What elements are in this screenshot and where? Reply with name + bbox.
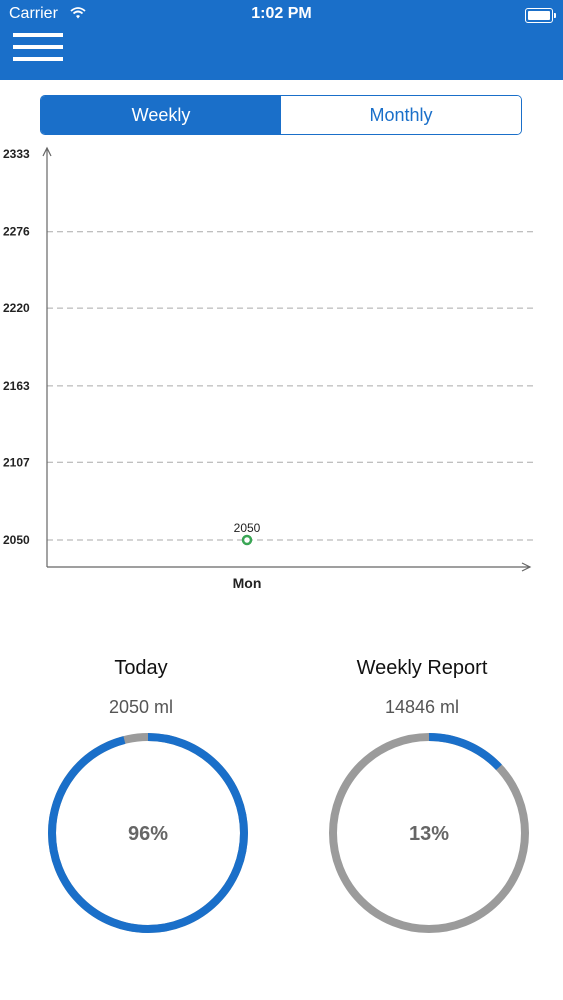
- status-bar: Carrier 1:02 PM: [0, 0, 563, 30]
- y-tick-label: 2276: [3, 225, 30, 239]
- carrier-label: Carrier: [9, 5, 58, 22]
- weekly-progress-ring: 13%: [329, 733, 529, 933]
- hamburger-menu-icon[interactable]: [13, 33, 63, 63]
- y-tick-label: 2163: [3, 379, 30, 393]
- today-progress-ring: 96%: [48, 733, 248, 933]
- y-tick-label: 2333: [3, 147, 30, 161]
- intake-line-chart: 2050 2107 2163 2220 2276 2333 Mon 2050: [3, 146, 535, 591]
- y-axis-arrow-icon: [42, 146, 52, 157]
- weekly-report-value: 14846 ml: [384, 697, 460, 717]
- ring-percent-label: 13%: [409, 823, 449, 845]
- y-tick-label: 2107: [3, 455, 30, 469]
- ring-progress: [329, 733, 529, 933]
- today-value: 2050 ml: [108, 697, 174, 717]
- wifi-icon: [70, 7, 86, 19]
- x-axis-arrow-icon: [521, 562, 532, 572]
- tab-monthly[interactable]: Monthly: [281, 96, 521, 134]
- battery-icon: [525, 8, 556, 23]
- tab-weekly[interactable]: Weekly: [41, 96, 281, 134]
- status-time: 1:02 PM: [251, 5, 312, 22]
- period-segmented-control: Weekly Monthly: [40, 95, 522, 135]
- y-tick-label: 2050: [3, 533, 30, 547]
- ring-percent-label: 96%: [128, 823, 168, 845]
- data-label: 2050: [234, 521, 261, 535]
- app-header: Carrier 1:02 PM: [0, 0, 563, 80]
- ring-progress: [48, 733, 248, 933]
- y-tick-label: 2220: [3, 301, 30, 315]
- data-point: [241, 534, 253, 546]
- today-title: Today: [114, 657, 168, 679]
- weekly-report-title: Weekly Report: [356, 657, 488, 679]
- x-tick-label: Mon: [233, 575, 262, 591]
